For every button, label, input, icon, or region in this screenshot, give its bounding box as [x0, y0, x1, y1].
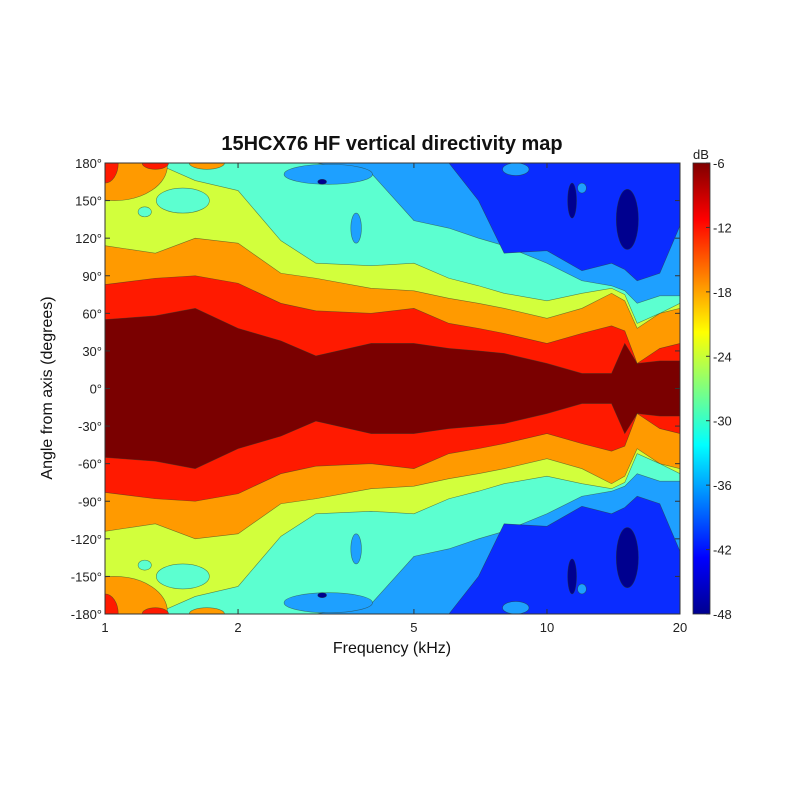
colorbar-tick-label: -18	[713, 285, 732, 300]
x-tick-label: 1	[101, 620, 108, 635]
x-tick-label: 20	[673, 620, 687, 635]
contour-island-5	[156, 187, 210, 214]
y-tick-label: 180°	[75, 156, 102, 171]
y-tick-label: -60°	[78, 457, 102, 472]
colorbar-label: dB	[693, 147, 709, 162]
colorbar-tick-label: -6	[713, 156, 725, 171]
x-axis-label: Frequency (kHz)	[333, 640, 451, 657]
contour-island-13	[317, 178, 327, 185]
contour-island-5	[156, 563, 210, 590]
contour-island-10	[577, 182, 587, 194]
y-tick-label: -90°	[78, 494, 102, 509]
contour-island-7	[283, 163, 373, 185]
colorbar	[692, 162, 711, 615]
contour-island-10	[577, 583, 587, 595]
colorbar-tick-label: -30	[713, 414, 732, 429]
y-tick-label: -180°	[71, 607, 102, 622]
contour-island-6	[137, 206, 152, 218]
contour-island-9	[502, 601, 530, 614]
contour-island-12	[615, 527, 639, 588]
contour-island-9	[502, 163, 530, 176]
contour-island-8	[350, 212, 362, 244]
y-tick-label: -150°	[71, 569, 102, 584]
y-axis: 180° 150° 120° 90° 60° 30° 0° -30° -60° -90° -120°…	[71, 156, 680, 622]
contour-island-7	[283, 592, 373, 614]
y-tick-label: -30°	[78, 419, 102, 434]
x-tick-label: 10	[540, 620, 554, 635]
contour-island-6	[137, 559, 152, 571]
contour-band-6-upper	[105, 163, 680, 282]
y-tick-label: 60°	[82, 306, 102, 321]
contour-island-11	[567, 182, 577, 219]
y-tick-label: 30°	[82, 344, 102, 359]
chart-title: 15HCX76 HF vertical directivity map	[221, 133, 562, 155]
colorbar-tick-label: -12	[713, 220, 732, 235]
plot-area	[105, 163, 680, 614]
contour-island-11	[567, 558, 577, 595]
y-tick-label: 90°	[82, 269, 102, 284]
colorbar-tick-label: -48	[713, 607, 732, 622]
x-tick-label: 2	[234, 620, 241, 635]
x-tick-label: 5	[410, 620, 417, 635]
contour-island-2	[105, 163, 119, 184]
y-tick-label: 120°	[75, 231, 102, 246]
contour-island-12	[615, 189, 639, 250]
colorbar-tick-label: -24	[713, 349, 732, 364]
y-tick-label: -120°	[71, 532, 102, 547]
x-axis: 1 2 5 10 20	[101, 163, 687, 635]
contour-island-13	[317, 592, 327, 599]
colorbar-tick-label: -36	[713, 478, 732, 493]
colorbar-tick-label: -42	[713, 543, 732, 558]
y-tick-label: 150°	[75, 194, 102, 209]
contour-island-2	[105, 593, 119, 614]
colorbar-ticks: -6 -12 -18 -24 -30 -36 -42 -48	[706, 156, 732, 622]
y-tick-label: 0°	[90, 382, 102, 397]
y-axis-label: Angle from axis (degrees)	[39, 296, 56, 479]
contour-band-6-lower	[105, 495, 680, 614]
contour-island-8	[350, 533, 362, 565]
